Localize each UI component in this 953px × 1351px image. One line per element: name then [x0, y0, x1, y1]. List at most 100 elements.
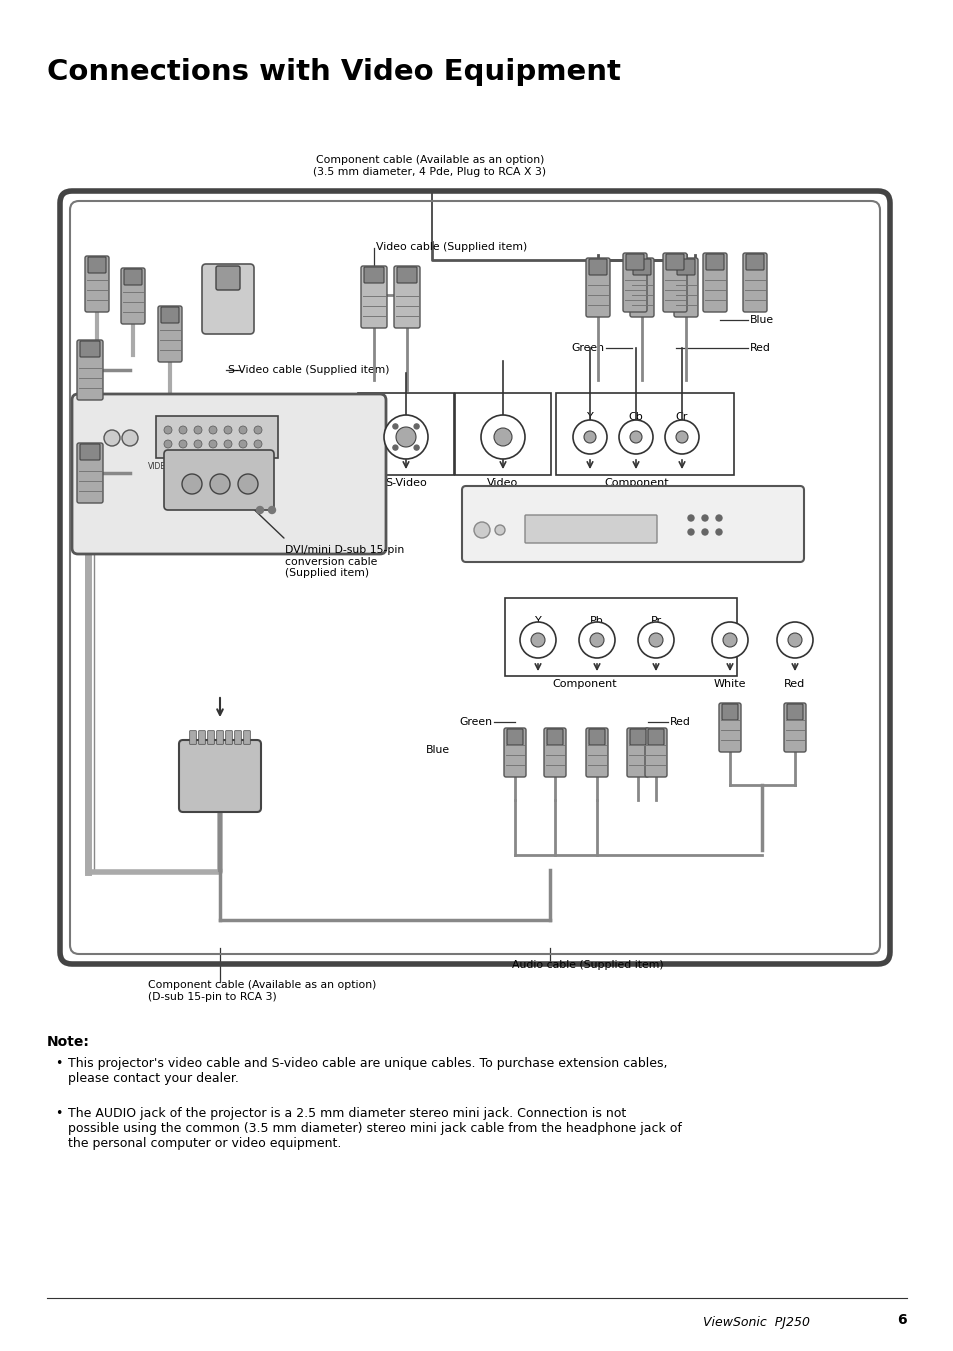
- Circle shape: [239, 426, 247, 434]
- Circle shape: [239, 440, 247, 449]
- Text: Green: Green: [571, 343, 603, 353]
- Text: White: White: [713, 680, 745, 689]
- Text: Y: Y: [586, 412, 593, 422]
- Circle shape: [573, 420, 606, 454]
- Circle shape: [494, 428, 512, 446]
- Bar: [357, 393, 454, 476]
- Text: S-Video cable (Supplied item): S-Video cable (Supplied item): [228, 365, 389, 376]
- FancyBboxPatch shape: [121, 267, 145, 324]
- Text: Red: Red: [669, 717, 690, 727]
- FancyBboxPatch shape: [215, 266, 240, 290]
- Text: DVI/mini D-sub 15-pin
conversion cable
(Supplied item): DVI/mini D-sub 15-pin conversion cable (…: [285, 544, 404, 578]
- Circle shape: [414, 444, 418, 450]
- FancyBboxPatch shape: [546, 730, 562, 744]
- FancyBboxPatch shape: [164, 450, 274, 509]
- FancyBboxPatch shape: [673, 258, 698, 317]
- FancyBboxPatch shape: [360, 266, 387, 328]
- FancyBboxPatch shape: [234, 731, 241, 744]
- Circle shape: [716, 515, 721, 521]
- FancyBboxPatch shape: [202, 263, 253, 334]
- FancyBboxPatch shape: [243, 731, 250, 744]
- FancyBboxPatch shape: [588, 730, 604, 744]
- Circle shape: [209, 440, 216, 449]
- Bar: [556, 393, 733, 476]
- FancyBboxPatch shape: [85, 255, 109, 312]
- FancyBboxPatch shape: [629, 730, 645, 744]
- Circle shape: [638, 621, 673, 658]
- Text: S-Video: S-Video: [385, 478, 426, 488]
- FancyBboxPatch shape: [633, 259, 650, 276]
- Circle shape: [664, 420, 699, 454]
- Circle shape: [395, 427, 416, 447]
- FancyBboxPatch shape: [786, 704, 802, 720]
- FancyBboxPatch shape: [71, 394, 386, 554]
- Text: Pr: Pr: [650, 616, 660, 626]
- Circle shape: [193, 426, 202, 434]
- Text: Y: Y: [534, 616, 540, 626]
- Text: Red: Red: [783, 680, 804, 689]
- FancyBboxPatch shape: [719, 703, 740, 753]
- Circle shape: [474, 521, 490, 538]
- Text: Connections with Video Equipment: Connections with Video Equipment: [47, 58, 620, 86]
- FancyBboxPatch shape: [216, 731, 223, 744]
- Circle shape: [711, 621, 747, 658]
- Text: Component cable (Available as an option)
(D-sub 15-pin to RCA 3): Component cable (Available as an option)…: [148, 979, 376, 1001]
- FancyBboxPatch shape: [647, 730, 663, 744]
- FancyBboxPatch shape: [629, 258, 654, 317]
- Circle shape: [583, 431, 596, 443]
- FancyBboxPatch shape: [80, 340, 100, 357]
- FancyBboxPatch shape: [588, 259, 606, 276]
- Text: Cb: Cb: [628, 412, 642, 422]
- Text: •: •: [55, 1056, 62, 1070]
- FancyBboxPatch shape: [622, 253, 646, 312]
- Text: Video: Video: [487, 478, 518, 488]
- Circle shape: [256, 507, 263, 513]
- Text: Green: Green: [458, 717, 492, 727]
- Circle shape: [384, 415, 428, 459]
- Circle shape: [787, 634, 801, 647]
- FancyBboxPatch shape: [721, 704, 738, 720]
- Circle shape: [224, 426, 232, 434]
- Text: ViewSonic  PJ250: ViewSonic PJ250: [702, 1316, 809, 1329]
- FancyBboxPatch shape: [364, 267, 384, 282]
- Text: VIDEO: VIDEO: [148, 462, 172, 471]
- FancyBboxPatch shape: [543, 728, 565, 777]
- Circle shape: [393, 424, 397, 428]
- FancyBboxPatch shape: [158, 305, 182, 362]
- Circle shape: [687, 515, 693, 521]
- Text: The AUDIO jack of the projector is a 2.5 mm diameter stereo mini jack. Connectio: The AUDIO jack of the projector is a 2.5…: [68, 1106, 681, 1150]
- FancyBboxPatch shape: [226, 731, 233, 744]
- Text: 6: 6: [897, 1313, 906, 1327]
- FancyBboxPatch shape: [394, 266, 419, 328]
- Circle shape: [393, 444, 397, 450]
- FancyBboxPatch shape: [665, 254, 683, 270]
- FancyBboxPatch shape: [396, 267, 416, 282]
- FancyBboxPatch shape: [585, 258, 609, 317]
- FancyBboxPatch shape: [77, 443, 103, 503]
- Circle shape: [589, 634, 603, 647]
- FancyBboxPatch shape: [742, 253, 766, 312]
- Text: Red: Red: [749, 343, 770, 353]
- FancyBboxPatch shape: [208, 731, 214, 744]
- Bar: [504, 598, 737, 676]
- Text: Blue: Blue: [749, 315, 773, 326]
- Text: Cr: Cr: [675, 412, 687, 422]
- FancyBboxPatch shape: [161, 307, 179, 323]
- FancyBboxPatch shape: [461, 486, 803, 562]
- Circle shape: [224, 440, 232, 449]
- FancyBboxPatch shape: [662, 253, 686, 312]
- Circle shape: [164, 440, 172, 449]
- Circle shape: [701, 515, 707, 521]
- Text: Note:: Note:: [47, 1035, 90, 1048]
- FancyBboxPatch shape: [77, 340, 103, 400]
- Circle shape: [182, 474, 202, 494]
- FancyBboxPatch shape: [124, 269, 142, 285]
- Circle shape: [164, 426, 172, 434]
- Circle shape: [531, 634, 544, 647]
- FancyBboxPatch shape: [88, 257, 106, 273]
- FancyBboxPatch shape: [503, 728, 525, 777]
- Text: Component cable (Available as an option)
(3.5 mm diameter, 4 Pde, Plug to RCA X : Component cable (Available as an option)…: [314, 155, 546, 177]
- FancyBboxPatch shape: [524, 515, 657, 543]
- FancyBboxPatch shape: [626, 728, 648, 777]
- Text: Component: Component: [604, 478, 669, 488]
